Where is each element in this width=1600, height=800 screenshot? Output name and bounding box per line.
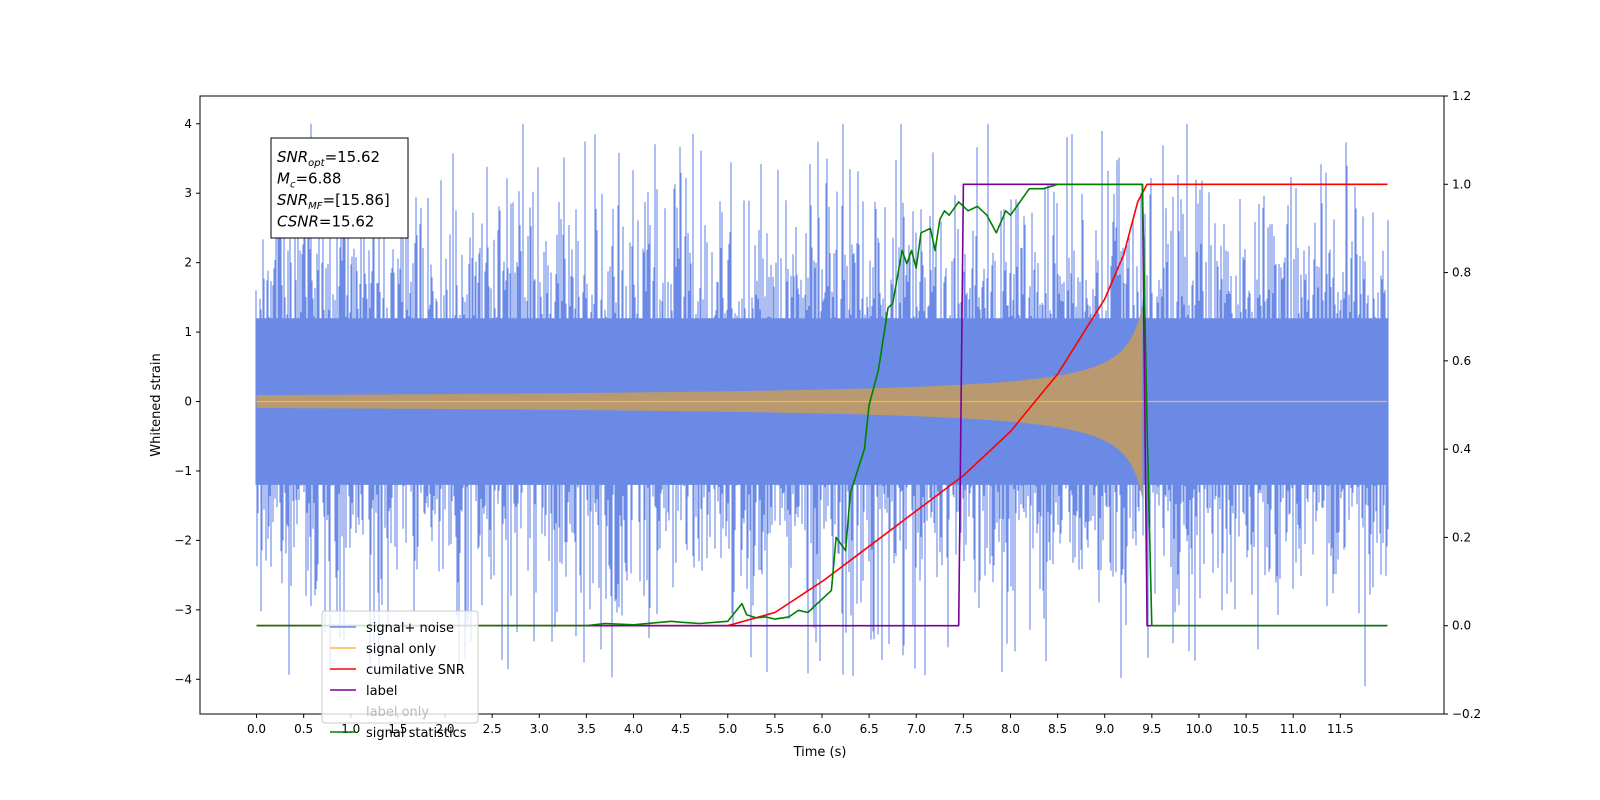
plot-area (255, 123, 1389, 687)
legend: signal+ noise signal only cumilative SNR la… (321, 610, 479, 741)
x-tick-label: 5.0 (718, 722, 737, 736)
y-axis-left: 4 3 2 1 0 −1 −2 −3 −4 (174, 117, 200, 686)
x-tick-label: 4.0 (624, 722, 643, 736)
x-axis: 0.0 0.5 1.0 1.5 2.0 2.5 3.0 3.5 4.0 4.5 5.0 5.5 6.0 6… (247, 714, 1354, 736)
y-tick-label: −2 (174, 533, 192, 547)
x-tick-label: 3.5 (577, 722, 596, 736)
y-axis-right: 1.2 1.0 0.8 0.6 0.4 0.2 0.0 −0.2 (1444, 89, 1481, 721)
y-tick-label: −3 (174, 603, 192, 617)
x-tick-label: 9.0 (1095, 722, 1114, 736)
annotation-line: Mc=6.88 (277, 170, 341, 191)
y2-tick-label: 1.0 (1452, 177, 1471, 191)
annotation-line: CSNR=15.62 (277, 213, 374, 231)
x-tick-label: 1.0 (341, 722, 360, 736)
x-tick-label: 10.5 (1233, 722, 1260, 736)
x-tick-label: 6.0 (812, 722, 831, 736)
annotation-line: SNRopt=15.62 (277, 148, 380, 169)
y-axis-label: Whitened strain (149, 353, 164, 456)
y-tick-label: 2 (184, 256, 192, 270)
x-tick-label: 3.0 (530, 722, 549, 736)
series-line-2 (256, 183, 1388, 627)
x-tick-label: 11.0 (1280, 722, 1307, 736)
y-tick-label: 4 (184, 117, 192, 131)
x-tick-label: 9.5 (1142, 722, 1161, 736)
series-line-5 (256, 183, 1388, 627)
annotation-box: SNRopt=15.62Mc=6.88SNRMF=[15.86]CSNR=15.… (270, 137, 409, 239)
y2-tick-label: 0.8 (1452, 266, 1471, 280)
legend-label: label only (366, 705, 429, 720)
x-tick-label: 10.0 (1186, 722, 1213, 736)
y-tick-label: 0 (184, 395, 192, 409)
legend-label: signal only (366, 642, 436, 657)
legend-label: cumilative SNR (366, 663, 465, 678)
x-tick-label: 8.5 (1048, 722, 1067, 736)
signal-only-series (256, 304, 1388, 499)
y2-tick-label: 0.4 (1452, 442, 1471, 456)
x-tick-label: 2.5 (483, 722, 502, 736)
y2-tick-label: 0.6 (1452, 354, 1471, 368)
x-axis-label: Time (s) (793, 745, 847, 760)
x-tick-label: 1.5 (388, 722, 407, 736)
right-axis-series (256, 183, 1388, 627)
legend-label: signal statistics (366, 726, 467, 741)
x-tick-label: 5.5 (765, 722, 784, 736)
x-tick-label: 0.5 (294, 722, 313, 736)
x-tick-label: 7.5 (954, 722, 973, 736)
y-tick-label: 3 (184, 186, 192, 200)
y-tick-label: −1 (174, 464, 192, 478)
y2-tick-label: 0.0 (1452, 619, 1471, 633)
y2-tick-label: 1.2 (1452, 89, 1471, 103)
legend-label: label (366, 684, 397, 699)
x-tick-label: 8.0 (1001, 722, 1020, 736)
annotation-line: SNRMF=[15.86] (277, 191, 390, 212)
legend-label: signal+ noise (366, 621, 454, 636)
x-tick-label: 2.0 (435, 722, 454, 736)
y-tick-label: 1 (184, 325, 192, 339)
x-tick-label: 0.0 (247, 722, 266, 736)
x-tick-label: 4.5 (671, 722, 690, 736)
x-tick-label: 11.5 (1327, 722, 1354, 736)
y-tick-label: −4 (174, 672, 192, 686)
y2-tick-label: −0.2 (1452, 707, 1481, 721)
x-tick-label: 6.5 (860, 722, 879, 736)
x-tick-label: 7.0 (907, 722, 926, 736)
y2-tick-label: 0.2 (1452, 530, 1471, 544)
